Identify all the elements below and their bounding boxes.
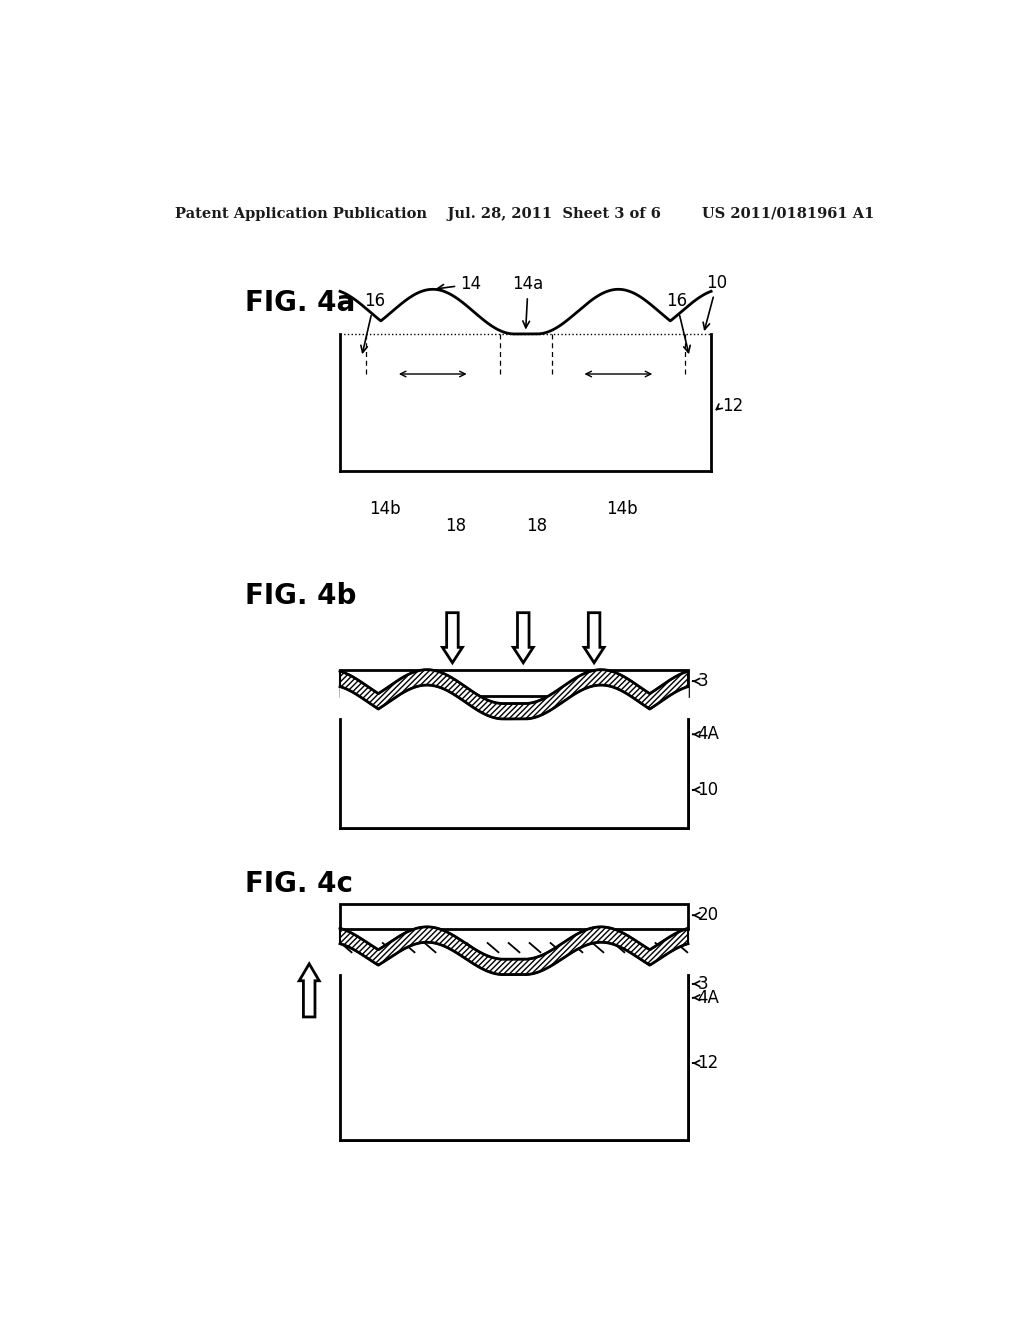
Polygon shape [340,685,688,829]
Text: 3: 3 [697,672,708,690]
Polygon shape [340,942,688,1140]
Text: Patent Application Publication    Jul. 28, 2011  Sheet 3 of 6        US 2011/018: Patent Application Publication Jul. 28, … [175,207,874,220]
Text: 16: 16 [360,292,385,352]
Text: FIG. 4c: FIG. 4c [245,870,352,898]
Polygon shape [340,974,688,1140]
Text: 3: 3 [697,975,708,993]
Text: 18: 18 [445,517,466,536]
Text: FIG. 4a: FIG. 4a [245,289,354,317]
Text: 18: 18 [526,517,548,536]
Text: 14a: 14a [512,276,544,327]
Text: 14: 14 [437,276,481,293]
Polygon shape [340,719,688,829]
Text: 12: 12 [722,397,743,416]
Polygon shape [340,669,688,719]
Text: 4A: 4A [697,726,719,743]
Text: 4A: 4A [697,989,719,1007]
Text: FIG. 4b: FIG. 4b [245,582,356,610]
Polygon shape [340,289,711,471]
Text: 10: 10 [703,273,728,330]
Text: 10: 10 [697,781,719,799]
Polygon shape [340,904,688,929]
Text: 20: 20 [697,907,719,924]
Text: 16: 16 [666,292,690,352]
Text: 14b: 14b [606,500,638,517]
Text: 14b: 14b [369,500,400,517]
Polygon shape [340,671,688,696]
Text: 12: 12 [697,1055,719,1072]
Polygon shape [340,927,688,974]
